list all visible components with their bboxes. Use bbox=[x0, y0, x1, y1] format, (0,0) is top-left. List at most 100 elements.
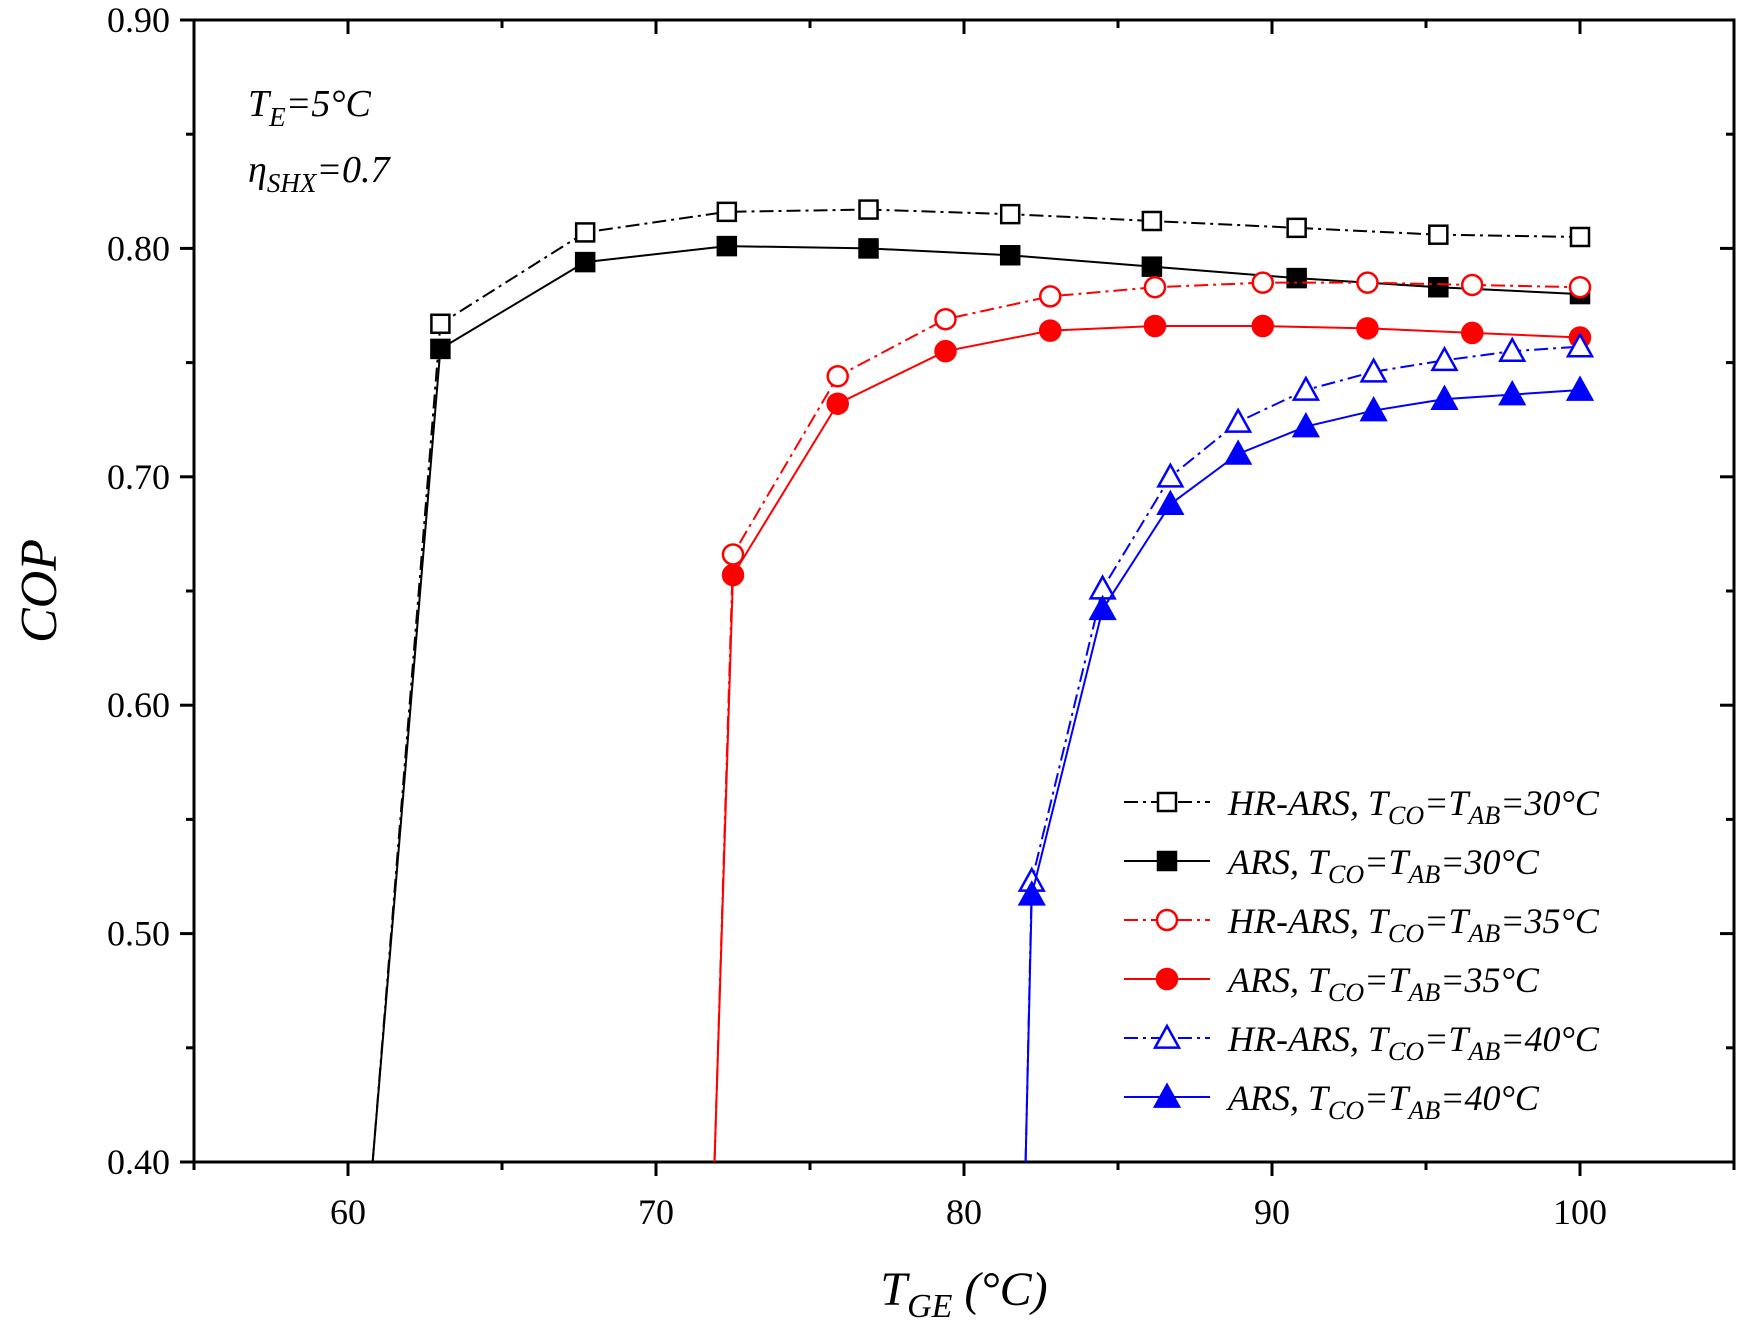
data-point bbox=[574, 222, 596, 243]
y-tick-label: 0.70 bbox=[107, 457, 170, 497]
series-3 bbox=[713, 271, 1592, 1163]
series-4 bbox=[713, 314, 1592, 1163]
data-point bbox=[1143, 314, 1167, 338]
data-point bbox=[1143, 275, 1167, 299]
series-line bbox=[713, 281, 1581, 1163]
x-tick-label: 90 bbox=[1254, 1192, 1290, 1232]
data-point bbox=[1141, 256, 1163, 277]
data-point bbox=[858, 238, 879, 259]
data-point bbox=[1498, 336, 1527, 363]
data-point bbox=[1017, 880, 1046, 906]
data-point bbox=[1565, 375, 1595, 401]
data-point bbox=[1430, 345, 1459, 372]
legend-item-4: ARS, TCO=TAB=35°C bbox=[1124, 960, 1540, 1007]
legend-marker bbox=[1155, 967, 1179, 991]
data-point bbox=[1251, 271, 1275, 294]
y-tick-label: 0.90 bbox=[107, 0, 170, 40]
data-point bbox=[999, 203, 1021, 225]
data-point bbox=[1286, 217, 1307, 239]
data-point bbox=[1498, 380, 1527, 406]
y-tick-label: 0.60 bbox=[107, 685, 170, 725]
data-point bbox=[826, 365, 849, 388]
legend-marker bbox=[1152, 1023, 1182, 1049]
y-tick-label: 0.40 bbox=[107, 1142, 170, 1182]
series-5 bbox=[1017, 332, 1595, 1163]
legend-label: HR-ARS, TCO=TAB=35°C bbox=[1227, 901, 1600, 948]
x-tick-label: 100 bbox=[1553, 1192, 1607, 1232]
data-point bbox=[1460, 321, 1484, 345]
x-tick-label: 80 bbox=[946, 1192, 982, 1232]
data-point bbox=[716, 235, 738, 257]
series-line bbox=[713, 325, 1581, 1163]
legend: HR-ARS, TCO=TAB=30°C ARS, TCO=TAB=30°C HR-… bbox=[1124, 783, 1600, 1125]
annotations: TE=5°C ηSHX=0.7 bbox=[248, 83, 392, 198]
data-point bbox=[430, 338, 451, 360]
series-1 bbox=[371, 199, 1591, 1163]
data-point bbox=[1291, 411, 1321, 438]
legend-label: ARS, TCO=TAB=35°C bbox=[1226, 960, 1540, 1007]
data-point bbox=[430, 313, 451, 335]
data-point bbox=[934, 307, 957, 331]
data-point bbox=[1568, 275, 1592, 299]
tick-labels: 60 70 80 90 100 0.40 0.50 0.60 0.70 0.80 0.90 bbox=[107, 0, 1607, 1232]
data-point bbox=[1038, 319, 1062, 342]
data-point bbox=[1428, 224, 1449, 245]
legend-item-2: ARS, TCO=TAB=30°C bbox=[1124, 842, 1540, 889]
data-point bbox=[574, 251, 596, 273]
legend-label: HR-ARS, TCO=TAB=30°C bbox=[1227, 783, 1600, 830]
legend-marker bbox=[1156, 791, 1178, 813]
legend-marker bbox=[1152, 1082, 1182, 1108]
x-tick-label: 70 bbox=[638, 1192, 674, 1232]
data-point bbox=[1088, 594, 1117, 621]
data-point bbox=[1156, 489, 1185, 516]
annotation-2: ηSHX=0.7 bbox=[248, 149, 392, 198]
data-point bbox=[1356, 317, 1379, 340]
series-line bbox=[371, 208, 1581, 1163]
data-point bbox=[1291, 375, 1321, 401]
data-point bbox=[1359, 395, 1388, 422]
data-point bbox=[934, 339, 957, 363]
legend-item-5: HR-ARS, TCO=TAB=40°C bbox=[1124, 1019, 1600, 1066]
data-point bbox=[1286, 267, 1307, 289]
legend-label: ARS, TCO=TAB=30°C bbox=[1226, 842, 1540, 889]
data-point bbox=[721, 563, 745, 587]
data-point bbox=[1156, 462, 1185, 488]
data-point bbox=[716, 201, 738, 223]
data-point bbox=[1223, 407, 1253, 433]
data-point bbox=[1141, 210, 1163, 232]
data-point bbox=[1356, 271, 1379, 294]
data-point bbox=[1223, 439, 1253, 465]
data-point bbox=[1460, 273, 1484, 297]
data-point bbox=[1430, 384, 1459, 410]
data-point bbox=[999, 245, 1021, 266]
data-point bbox=[1359, 357, 1388, 383]
x-axis-title: TGE (°C) bbox=[880, 1263, 1047, 1325]
x-tick-label: 60 bbox=[330, 1192, 366, 1232]
legend-item-1: HR-ARS, TCO=TAB=30°C bbox=[1124, 783, 1600, 830]
y-tick-label: 0.50 bbox=[107, 914, 170, 954]
axis-ticks bbox=[180, 18, 1736, 1176]
data-point bbox=[1038, 285, 1062, 308]
series-line bbox=[1024, 345, 1581, 1163]
data-point bbox=[826, 392, 849, 415]
series-line bbox=[1024, 389, 1581, 1163]
legend-marker bbox=[1156, 850, 1178, 872]
series-6 bbox=[1017, 375, 1595, 1163]
data-point bbox=[1428, 276, 1449, 298]
data-point bbox=[1251, 314, 1275, 338]
plot-area bbox=[192, 18, 1736, 1164]
series-layer bbox=[371, 199, 1595, 1163]
annotation-1: TE=5°C bbox=[248, 83, 371, 132]
data-point bbox=[721, 543, 745, 566]
data-point bbox=[1565, 332, 1595, 358]
legend-label: HR-ARS, TCO=TAB=40°C bbox=[1227, 1019, 1600, 1066]
legend-item-3: HR-ARS, TCO=TAB=35°C bbox=[1124, 901, 1600, 948]
data-point bbox=[858, 199, 879, 220]
y-axis-title: COP bbox=[11, 539, 68, 643]
y-tick-label: 0.80 bbox=[107, 228, 170, 268]
legend-label: ARS, TCO=TAB=40°C bbox=[1226, 1078, 1540, 1125]
legend-marker bbox=[1155, 908, 1179, 932]
data-point bbox=[1569, 226, 1591, 248]
axis-titles: TGE (°C) COP bbox=[11, 539, 1048, 1325]
